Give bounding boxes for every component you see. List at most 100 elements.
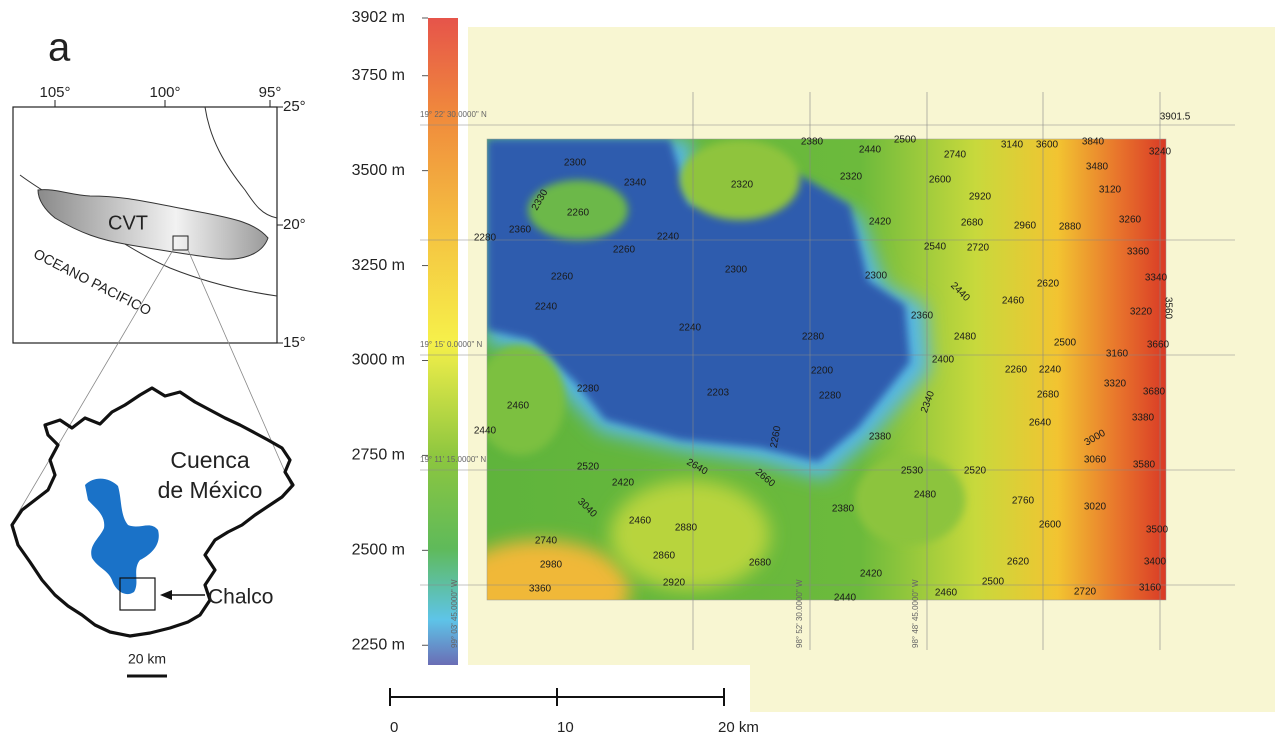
contour-label: 2500 — [894, 135, 917, 146]
contour-label: 3480 — [1086, 162, 1109, 173]
scale-background — [374, 665, 750, 712]
contour-label: 2520 — [964, 466, 987, 477]
contour-label: 2460 — [1002, 296, 1025, 307]
max-elevation-label: 3901.5 — [1160, 112, 1191, 123]
lon-label: 99° 03' 45.0000" W — [450, 579, 459, 648]
contour-label: 2240 — [679, 323, 702, 334]
basin-label: de México — [158, 477, 263, 503]
lat-label: 25° — [283, 98, 306, 115]
contour-label: 3500 — [1146, 525, 1169, 536]
contour-label: 2440 — [834, 593, 857, 604]
lon-label: 95° — [259, 84, 282, 101]
contour-label: 2480 — [954, 332, 977, 343]
contour-label: 2460 — [507, 401, 530, 412]
contour-label: 3580 — [1133, 460, 1156, 471]
contour-label: 2600 — [929, 175, 952, 186]
lat-label: 19° 15' 0.0000" N — [420, 340, 483, 349]
scale-label: 0 — [390, 719, 398, 736]
contour-label: 2260 — [551, 272, 574, 283]
colorbar-label: 3750 m — [352, 67, 405, 84]
contour-label: 2880 — [675, 523, 698, 534]
contour-label: 2520 — [577, 462, 600, 473]
contour-label: 2680 — [1037, 390, 1060, 401]
contour-label: 2360 — [509, 225, 532, 236]
contour-label: 3400 — [1144, 557, 1167, 568]
colorbar-label: 3902 m — [352, 9, 405, 26]
lat-label: 19° 11' 15.0000" N — [420, 455, 486, 464]
colorbar-label: 2750 m — [352, 447, 405, 464]
contour-label: 2300 — [564, 158, 587, 169]
region-label: CVT — [108, 212, 148, 234]
contour-label: 2420 — [860, 569, 883, 580]
colorbar-label: 2500 m — [352, 542, 405, 559]
contour-label: 3380 — [1132, 413, 1155, 424]
figure: a CVT OCEANO PACIFICO Chalco Cuenca de M… — [0, 0, 1275, 742]
contour-label: 3560 — [1162, 297, 1173, 320]
scale-label: 20 km — [718, 719, 759, 736]
contour-label: 3060 — [1084, 455, 1107, 466]
contour-label: 2420 — [612, 478, 635, 489]
basin-scale-label: 20 km — [128, 651, 166, 667]
contour-label: 3320 — [1104, 379, 1127, 390]
contour-label: 2620 — [1037, 279, 1060, 290]
contour-label: 2980 — [540, 560, 563, 571]
contour-label: 3240 — [1149, 147, 1172, 158]
contour-label: 2280 — [474, 233, 497, 244]
contour-label: 2680 — [749, 558, 772, 569]
contour-label: 2300 — [725, 265, 748, 276]
contour-label: 2300 — [865, 271, 888, 282]
contour-label: 2740 — [535, 536, 558, 547]
contour-label: 2530 — [901, 466, 924, 477]
contour-label: 2620 — [1007, 557, 1030, 568]
lon-label: 98° 48' 45.0000" W — [911, 579, 920, 648]
contour-label: 3360 — [529, 584, 552, 595]
basin-label: Cuenca — [170, 447, 249, 473]
contour-label: 2920 — [969, 192, 992, 203]
contour-label: 2200 — [811, 366, 834, 377]
contour-label: 2480 — [914, 490, 937, 501]
contour-label: 2400 — [932, 355, 955, 366]
contour-label: 2540 — [924, 242, 947, 253]
contour-label: 2440 — [474, 426, 497, 437]
contour-label: 2720 — [967, 243, 990, 254]
contour-label: 2420 — [869, 217, 892, 228]
contour-label: 2240 — [657, 232, 680, 243]
contour-label: 2340 — [624, 178, 647, 189]
contour-label: 2380 — [832, 504, 855, 515]
lat-label: 20° — [283, 216, 306, 233]
contour-label: 2720 — [1074, 587, 1097, 598]
contour-label: 2440 — [859, 145, 882, 156]
colorbar-label: 3250 m — [352, 257, 405, 274]
lake — [85, 479, 159, 594]
contour-label: 2280 — [577, 384, 600, 395]
contour-label: 2380 — [869, 432, 892, 443]
contour-label: 2640 — [1029, 418, 1052, 429]
contour-label: 2320 — [731, 180, 754, 191]
colorbar-label: 3000 m — [352, 352, 405, 369]
contour-label: 2600 — [1039, 520, 1062, 531]
lon-label: 105° — [39, 84, 70, 101]
contour-label: 2360 — [911, 311, 934, 322]
contour-label: 2280 — [819, 391, 842, 402]
contour-label: 2680 — [961, 218, 984, 229]
contour-label: 2760 — [1012, 496, 1035, 507]
contour-label: 3120 — [1099, 185, 1122, 196]
contour-label: 2260 — [613, 245, 636, 256]
contour-label: 2460 — [629, 516, 652, 527]
contour-label: 2920 — [663, 578, 686, 589]
contour-label: 2240 — [1039, 365, 1062, 376]
contour-label: 3360 — [1127, 247, 1150, 258]
contour-label: 2500 — [982, 577, 1005, 588]
lon-label: 98° 52' 30.0000" W — [795, 579, 804, 648]
contour-label: 3600 — [1036, 140, 1059, 151]
contour-label: 2880 — [1059, 222, 1082, 233]
contour-label: 2260 — [567, 208, 590, 219]
contour-label: 3160 — [1106, 349, 1129, 360]
dem-hill — [610, 480, 770, 590]
lat-label: 15° — [283, 334, 306, 351]
contour-label: 2460 — [935, 588, 958, 599]
contour-label: 2960 — [1014, 221, 1037, 232]
page: a CVT OCEANO PACIFICO Chalco Cuenca de M… — [0, 0, 1275, 742]
panel-label: a — [48, 26, 71, 70]
contour-label: 2203 — [707, 388, 730, 399]
